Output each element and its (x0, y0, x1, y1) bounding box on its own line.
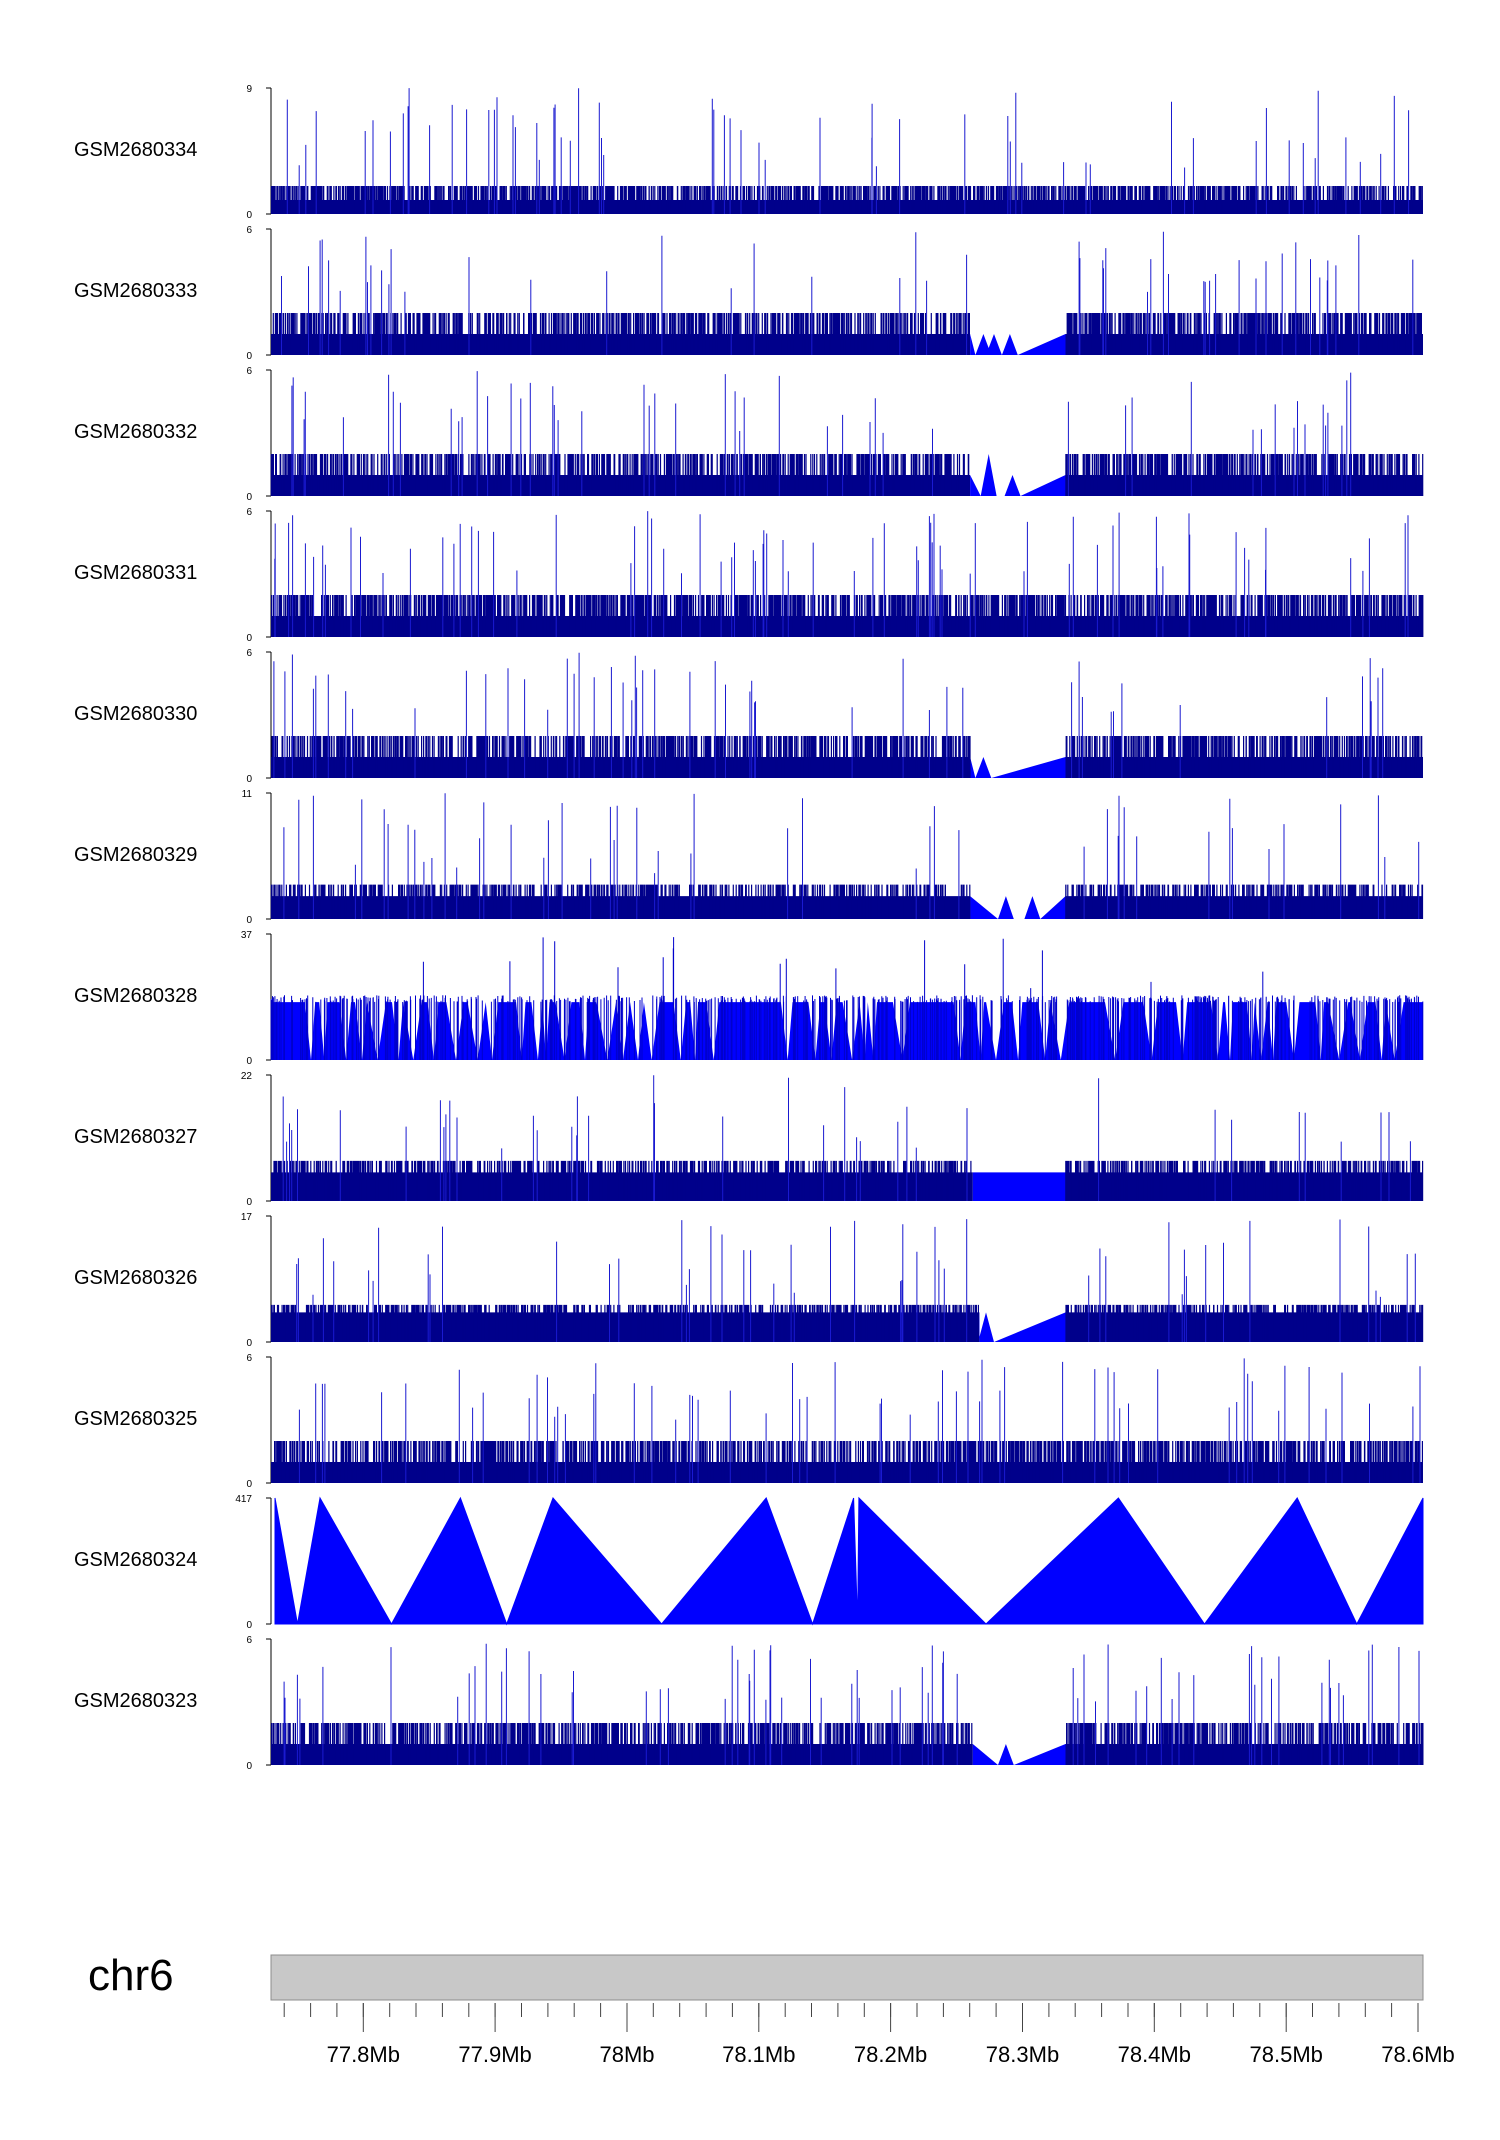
coverage-peaks (283, 793, 1420, 919)
coverage-peaks (281, 231, 1414, 355)
y-max-label: 417 (235, 1494, 252, 1505)
track-GSM2680331: GSM2680331 6 0 (74, 507, 1424, 644)
y-max-label: 17 (241, 1212, 253, 1223)
x-tick-label: 77.9Mb (458, 2042, 531, 2067)
track-label: GSM2680330 (74, 703, 197, 725)
coverage-bars (271, 736, 1423, 778)
y-min-label: 0 (246, 1197, 252, 1208)
y-min-label: 0 (246, 1056, 252, 1067)
track-GSM2680330: GSM2680330 6 0 (74, 648, 1423, 785)
track-label: GSM2680331 (74, 562, 197, 584)
y-max-label: 22 (241, 1071, 253, 1082)
track-label: GSM2680327 (74, 1126, 197, 1148)
chromosome-bar (270, 1954, 1424, 2001)
y-max-label: 6 (246, 1635, 252, 1646)
y-max-label: 11 (242, 789, 253, 800)
coverage-peaks (273, 652, 1384, 778)
track-label: GSM2680323 (74, 1690, 197, 1712)
coverage-bars (273, 1160, 1424, 1201)
track-GSM2680333: GSM2680333 6 0 (74, 225, 1423, 362)
coverage-peaks (296, 1219, 1416, 1342)
x-tick-label: 77.8Mb (327, 2042, 400, 2067)
gap-coverage (972, 1172, 1066, 1201)
track-label: GSM2680329 (74, 844, 197, 866)
y-max-label: 6 (246, 507, 252, 518)
coverage-peaks (283, 1643, 1420, 1765)
track-label: GSM2680328 (74, 985, 197, 1007)
track-GSM2680334: GSM2680334 9 0 (74, 84, 1423, 221)
coverage-peaks (291, 371, 1352, 496)
chromosome-label: chr6 (88, 1951, 174, 2000)
y-max-label: 6 (246, 225, 252, 236)
chromosome-axis: chr6 77.8Mb 77.9Mb 78Mb 78.1Mb 78.2Mb 78.3Mb 7… (88, 1951, 1455, 2067)
coverage-bars (270, 937, 1424, 1060)
x-tick-label: 78.5Mb (1250, 2042, 1323, 2067)
track-GSM2680329: GSM2680329 11 0 (74, 789, 1424, 926)
track-GSM2680323: GSM2680323 6 0 (74, 1635, 1424, 1772)
track-GSM2680328: GSM2680328 37 0 (74, 930, 1424, 1067)
gap-coverage (970, 334, 1066, 355)
track-label: GSM2680325 (74, 1408, 197, 1430)
track-GSM2680332: GSM2680332 6 0 (74, 366, 1424, 503)
coverage-peaks (274, 511, 1409, 637)
x-tick-label: 78.1Mb (722, 2042, 795, 2067)
y-min-label: 0 (246, 492, 252, 503)
y-min-label: 0 (246, 915, 252, 926)
coverage-peaks (286, 88, 1410, 214)
coverage-bars (270, 884, 1424, 919)
coverage-bars (274, 1441, 1423, 1483)
y-max-label: 6 (246, 1353, 252, 1364)
y-max-label: 37 (241, 930, 253, 941)
track-GSM2680324: GSM2680324 417 0 (74, 1494, 1424, 1631)
track-GSM2680326: GSM2680326 17 0 (74, 1212, 1424, 1349)
y-min-label: 0 (246, 1620, 252, 1631)
coverage-bars (270, 1304, 1424, 1342)
gap-coverage (978, 1312, 1066, 1342)
y-min-label: 0 (246, 774, 252, 785)
y-min-label: 0 (246, 351, 252, 362)
y-min-label: 0 (246, 1479, 252, 1490)
coverage-bars (271, 1723, 1424, 1765)
gap-coverage (970, 757, 1066, 778)
track-label: GSM2680326 (74, 1267, 197, 1289)
gap-coverage (972, 1744, 1066, 1765)
y-min-label: 0 (246, 1338, 252, 1349)
track-label: GSM2680324 (74, 1549, 197, 1571)
coverage-area (274, 1496, 1424, 1626)
x-axis-ticks: 77.8Mb 77.9Mb 78Mb 78.1Mb 78.2Mb 78.3Mb 78.4Mb… (283, 2003, 1455, 2067)
coverage-tracks: GSM268033490GSM268033360GSM268033260GSM2… (74, 84, 1424, 1772)
track-label: GSM2680333 (74, 280, 197, 302)
track-GSM2680327: GSM2680327 22 0 (74, 1071, 1424, 1208)
y-max-label: 6 (246, 366, 252, 377)
coverage-bars (270, 454, 1424, 496)
coverage-peaks (298, 1358, 1421, 1483)
x-tick-label: 78.6Mb (1381, 2042, 1454, 2067)
coverage-peaks (282, 1075, 1411, 1201)
y-min-label: 0 (246, 633, 252, 644)
gap-coverage (970, 896, 1066, 919)
y-min-label: 0 (246, 210, 252, 221)
x-tick-label: 78.2Mb (854, 2042, 927, 2067)
x-tick-label: 78.3Mb (986, 2042, 1059, 2067)
x-tick-label: 78.4Mb (1118, 2042, 1191, 2067)
x-tick-label: 78Mb (599, 2042, 654, 2067)
y-max-label: 9 (246, 84, 252, 95)
y-max-label: 6 (246, 648, 252, 659)
coverage-bars (272, 313, 1422, 355)
track-label: GSM2680332 (74, 421, 197, 443)
y-min-label: 0 (246, 1761, 252, 1772)
track-GSM2680325: GSM2680325 6 0 (74, 1353, 1423, 1490)
gap-coverage (970, 454, 1066, 496)
track-label: GSM2680334 (74, 139, 197, 161)
